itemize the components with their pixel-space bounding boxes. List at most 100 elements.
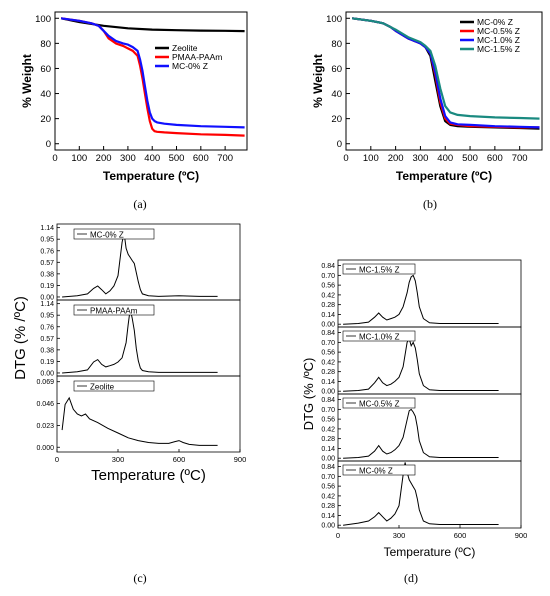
x-axis-label: Temperature (ºC): [396, 169, 492, 183]
dtg-line: [62, 308, 218, 374]
legend-label: MC-1.5% Z: [477, 44, 520, 54]
dtg-panel: 0.00 0.14 0.28 0.42 0.56 0.70 0.84 MC-1.5% Z: [321, 259, 522, 329]
caption-d: (d): [404, 571, 418, 585]
y-tick-label: 20: [40, 114, 51, 125]
y-tick-label: 0.56: [321, 350, 335, 357]
dtg-line: [343, 408, 499, 459]
chart-d: 0.00 0.14 0.28 0.42 0.56 0.70 0.84 MC-1.5% Z 0.0…: [301, 259, 527, 559]
x-tick-label: 400: [437, 153, 453, 164]
series-line: [60, 17, 245, 33]
x-tick-label: 600: [193, 153, 209, 164]
legend-label: Zeolite: [172, 43, 198, 53]
dtg-panel: 0.00 0.14 0.28 0.42 0.56 0.70 0.84 MC-1.0% Z: [321, 326, 522, 396]
x-tick-label: 300: [413, 153, 429, 164]
y-tick-label: 0.76: [40, 248, 54, 255]
y-tick-label: 40: [331, 89, 342, 100]
y-axis-label: DTG (% /ºC): [301, 358, 316, 431]
panel-label: Zeolite: [90, 383, 115, 392]
x-tick-label: 400: [144, 153, 160, 164]
y-tick-label: 0.42: [321, 292, 335, 299]
panel-label-box: [73, 304, 155, 316]
panel-frame: [56, 375, 241, 453]
panel-label: MC-1.5% Z: [359, 266, 400, 275]
x-tick-label: 600: [173, 455, 186, 464]
y-tick-label: 0.00: [40, 370, 54, 377]
y-tick-label: 0.42: [321, 493, 335, 500]
legend: MC-0% ZMC-0.5% ZMC-1.0% ZMC-1.5% Z: [460, 17, 520, 54]
x-tick-label: 500: [462, 153, 478, 164]
x-tick-label: 200: [388, 153, 404, 164]
x-tick-label: 500: [169, 153, 185, 164]
y-tick-label: 40: [40, 89, 51, 100]
x-tick-label: 300: [393, 531, 406, 540]
y-tick-label: 80: [40, 39, 51, 50]
dtg-line: [343, 274, 499, 325]
y-tick-label: 0.14: [321, 513, 335, 520]
y-tick-label: 100: [326, 14, 342, 25]
x-tick-label: 900: [234, 455, 247, 464]
y-tick-label: 0.84: [321, 397, 335, 404]
y-tick-label: 0.14: [321, 312, 335, 319]
caption-c: (c): [133, 571, 146, 585]
legend-label: MC-0.5% Z: [477, 26, 520, 36]
dtg-panel: 0.00 0.19 0.38 0.57 0.76 0.95 1.14 MC-0% Z: [40, 223, 241, 301]
x-tick-label: 100: [363, 153, 379, 164]
y-tick-label: 0.42: [321, 426, 335, 433]
x-axis-label: Temperature (ºC): [384, 545, 476, 559]
y-tick-label: 0.95: [40, 313, 54, 320]
dtg-panel: 0.000 0.023 0.046 0.069 Zeolite: [36, 375, 241, 453]
x-tick-label: 0: [343, 153, 348, 164]
panel-label: MC-0% Z: [90, 231, 124, 240]
x-axis-label: Temperature (ºC): [91, 467, 206, 484]
panel-frame: [337, 460, 522, 529]
y-tick-label: 0.84: [321, 464, 335, 471]
y-tick-label: 0.00: [321, 322, 335, 329]
y-tick-label: 0.56: [321, 283, 335, 290]
y-tick-label: 0.38: [40, 271, 54, 278]
y-axis-label: % Weight: [311, 54, 325, 108]
y-tick-label: 0.95: [40, 237, 54, 244]
x-tick-label: 100: [71, 153, 87, 164]
caption-b: (b): [423, 197, 437, 211]
panel-label: MC-0% Z: [359, 467, 393, 476]
x-tick-label: 300: [120, 153, 136, 164]
panel-label-box: [73, 380, 155, 392]
y-tick-label: 0.14: [321, 379, 335, 386]
plot-frame: [54, 11, 248, 151]
y-axis-label: % Weight: [20, 54, 34, 108]
y-tick-label: 1.14: [40, 301, 54, 308]
y-tick-label: 0: [337, 139, 342, 150]
y-tick-label: 0.046: [36, 401, 54, 408]
x-tick-label: 0: [336, 531, 340, 540]
dtg-panel: 0.00 0.14 0.28 0.42 0.56 0.70 0.84 MC-0% Z: [321, 460, 522, 530]
x-tick-label: 300: [112, 455, 125, 464]
y-tick-label: 60: [40, 64, 51, 75]
legend-label: MC-0% Z: [477, 17, 513, 27]
dtg-line: [62, 232, 218, 298]
y-tick-label: 0.28: [321, 503, 335, 510]
y-tick-label: 0.70: [321, 273, 335, 280]
panel-label-box: [342, 263, 416, 275]
chart-b: 0 100 200 300 400 500 600 700 0 20 40 60 80 100 Temper…: [311, 11, 543, 183]
panel-label: MC-1.0% Z: [359, 333, 400, 342]
y-tick-label: 0.14: [321, 446, 335, 453]
x-tick-label: 200: [96, 153, 112, 164]
panel-label-box: [342, 330, 416, 342]
caption-a: (a): [133, 197, 146, 211]
y-tick-label: 0: [46, 139, 51, 150]
panel-label-box: [342, 464, 416, 476]
legend-label: PMAA-PAAm: [172, 52, 222, 62]
dtg-panel: 0.00 0.14 0.28 0.42 0.56 0.70 0.84 MC-0.5% Z: [321, 393, 522, 463]
y-tick-label: 0.00: [40, 294, 54, 301]
panel-label-box: [342, 397, 416, 409]
legend-label: MC-1.0% Z: [477, 35, 520, 45]
y-tick-label: 0.19: [40, 283, 54, 290]
dtg-line: [61, 396, 218, 446]
plot-frame: [345, 11, 543, 151]
y-tick-label: 0.70: [321, 407, 335, 414]
x-tick-label: 600: [454, 531, 467, 540]
x-tick-label: 0: [52, 153, 57, 164]
y-tick-label: 0.28: [321, 302, 335, 309]
legend-label: MC-0% Z: [172, 61, 208, 71]
